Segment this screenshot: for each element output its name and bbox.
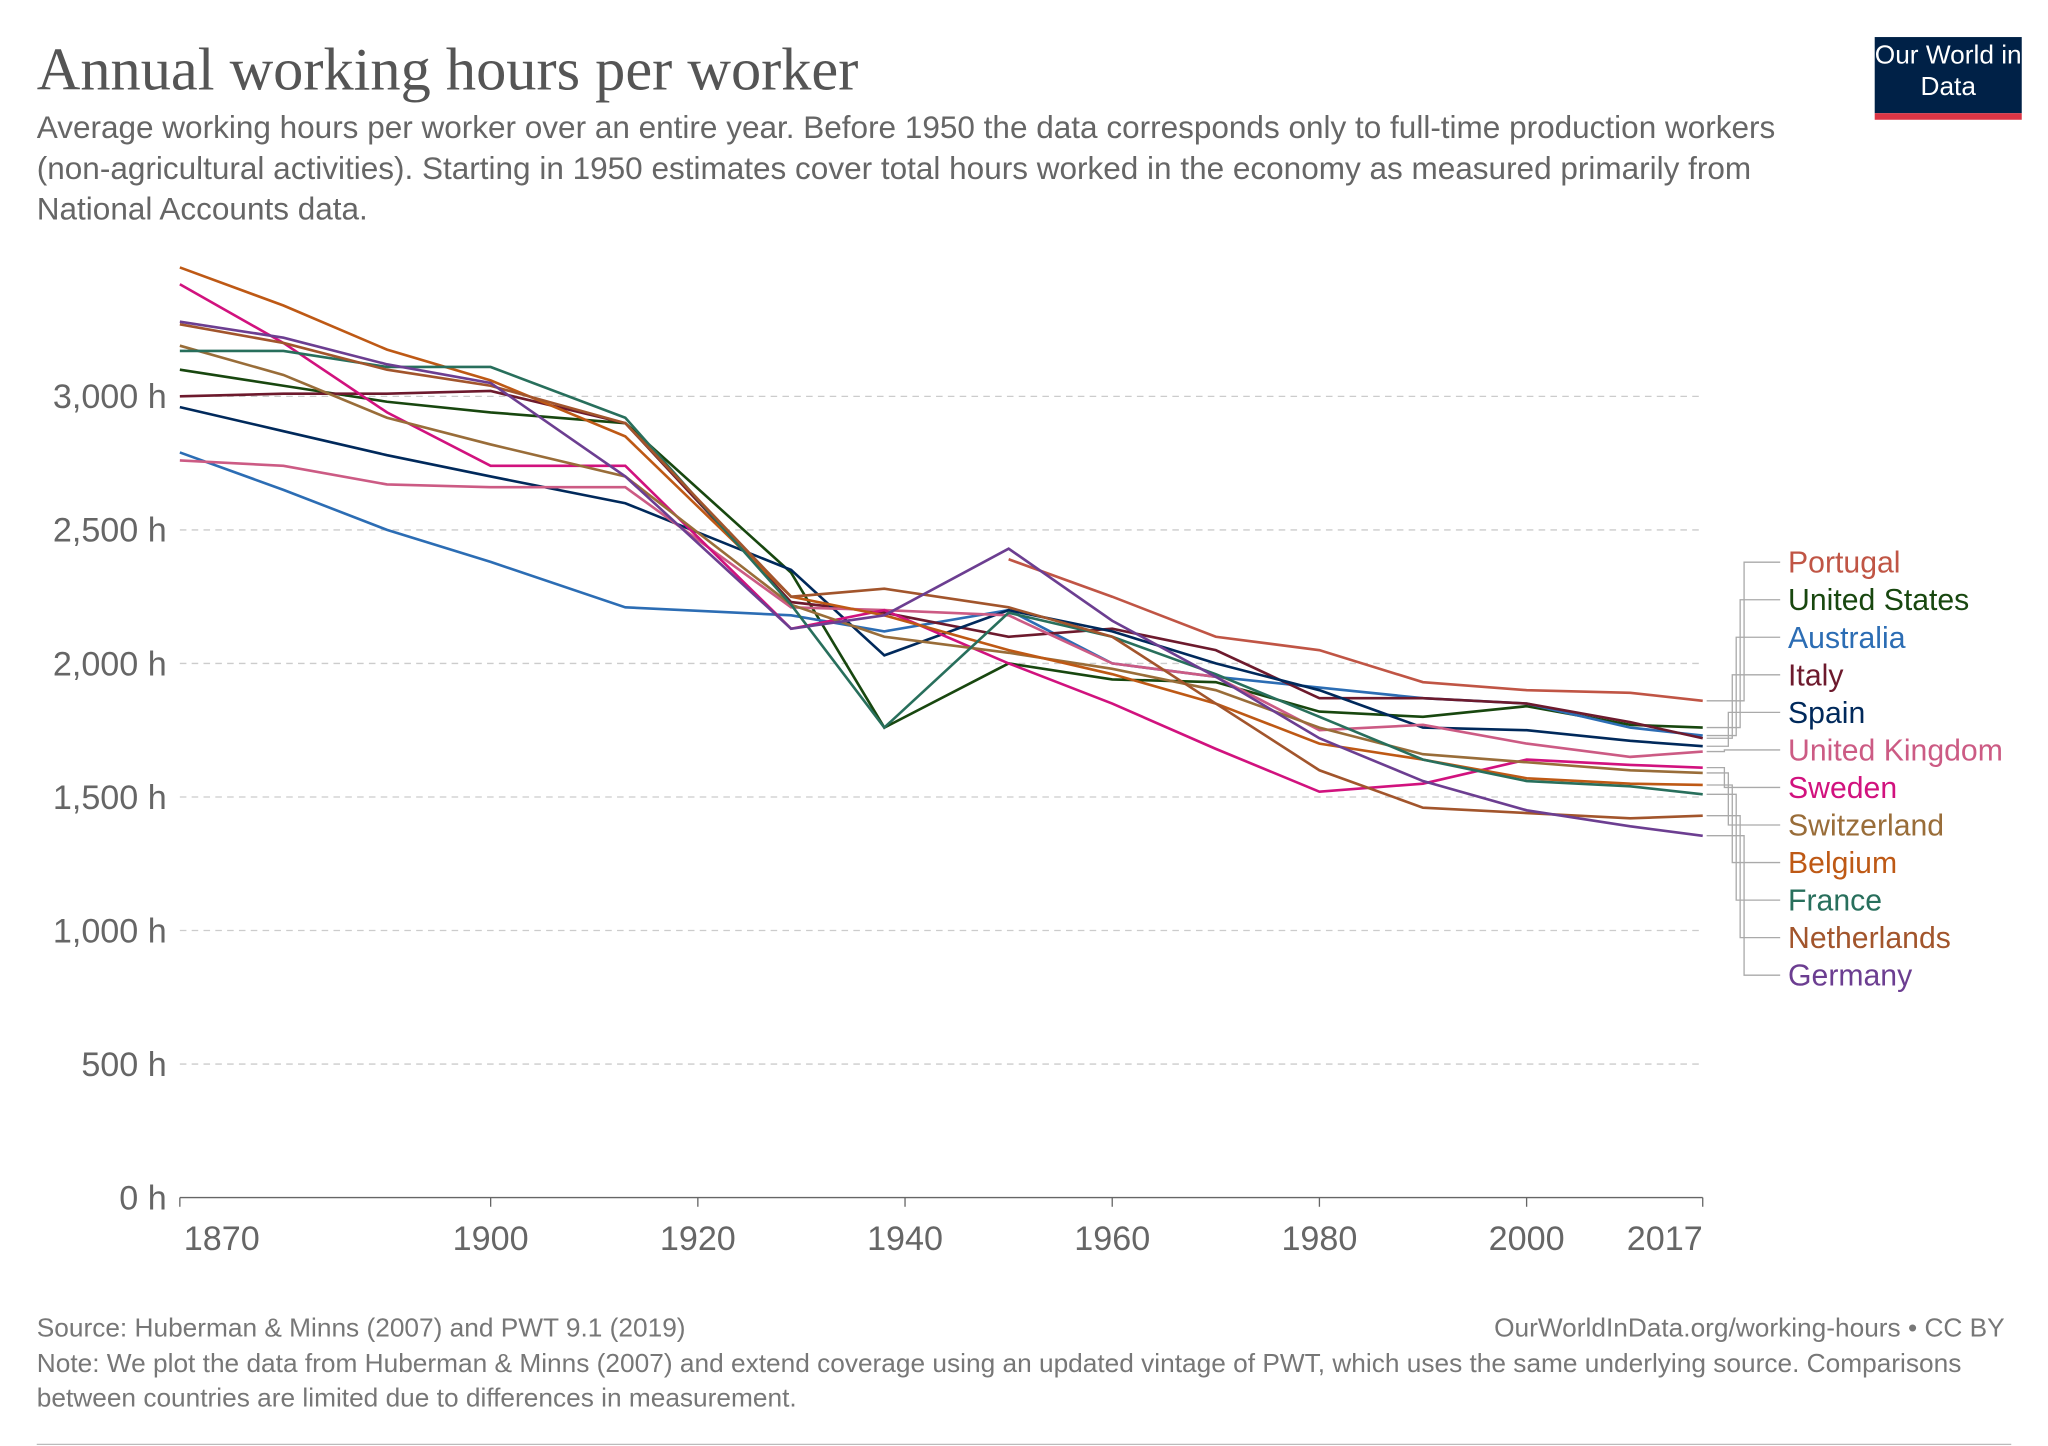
y-tick-label: 2,000 h (53, 645, 167, 683)
legend-connector (1706, 636, 1781, 737)
legend-label: France (1788, 885, 1882, 918)
subtitle-box: Average working hours per worker over an… (36, 110, 1776, 228)
legend-label: Spain (1788, 697, 1865, 730)
legend-label: Portugal (1788, 547, 1900, 580)
series-line (179, 451, 1703, 737)
series-line (179, 349, 1703, 796)
x-tick-label: 1870 (184, 1220, 260, 1258)
legend-connector (1706, 815, 1781, 939)
logo-bar (1874, 113, 2022, 120)
legend-connector (1706, 711, 1781, 747)
y-tick-label: 3,000 h (53, 378, 167, 416)
legend-connector (1706, 835, 1781, 976)
note-box: Note: We plot the data from Huberman & M… (36, 1349, 1962, 1413)
y-tick-label: 2,500 h (53, 512, 167, 550)
legend-connector (1706, 674, 1781, 739)
y-tick-label: 1,500 h (53, 779, 167, 817)
y-tick-label: 0 h (119, 1179, 166, 1217)
legend-connector (1706, 766, 1781, 789)
legend-label: Belgium (1788, 847, 1897, 880)
series-line (179, 344, 1703, 775)
series-line (179, 283, 1703, 793)
chart-title: Annual working hours per worker (37, 37, 859, 104)
series-line (1008, 558, 1703, 703)
legend-connector (1706, 599, 1781, 729)
legend-label: Sweden (1788, 772, 1897, 805)
url: OurWorldInData.org/working-hours • CC BY (1494, 1313, 2005, 1343)
x-tick-label: 1900 (453, 1220, 529, 1258)
y-tick-label: 500 h (81, 1046, 166, 1084)
legend-label: Switzerland (1788, 810, 1944, 843)
x-tick-label: 2017 (1627, 1220, 1703, 1258)
legend-connector (1706, 772, 1781, 826)
series-line (179, 266, 1703, 787)
legend-connector (1706, 561, 1781, 702)
x-tick-label: 1960 (1074, 1220, 1150, 1258)
note: Note: We plot the data from Huberman & M… (36, 1349, 1962, 1413)
legend-label: United States (1788, 584, 1969, 617)
legend-label: Australia (1788, 622, 1906, 655)
legend-connector (1706, 793, 1781, 901)
legend-connector (1706, 784, 1781, 864)
y-tick-label: 1,000 h (53, 912, 167, 950)
series-line (179, 320, 1703, 838)
logo-box (1874, 37, 2022, 114)
logo: Our World in Data (1874, 40, 2022, 102)
legend-label: Germany (1788, 960, 1913, 993)
x-tick-label: 1940 (867, 1220, 943, 1258)
logo-text-box: Our World in Data (1874, 40, 2022, 102)
legend-label: Italy (1788, 659, 1844, 692)
chart-subtitle: Average working hours per worker over an… (36, 110, 1776, 228)
legend-label: United Kingdom (1788, 734, 2003, 767)
x-tick-label: 1920 (660, 1220, 736, 1258)
legend-connector (1706, 749, 1781, 753)
legend-label: Netherlands (1788, 922, 1951, 955)
series-line (179, 405, 1703, 748)
source: Source: Huberman & Minns (2007) and PWT … (37, 1313, 686, 1343)
series-line (179, 323, 1703, 820)
x-tick-label: 2000 (1489, 1220, 1565, 1258)
series-line (179, 389, 1704, 740)
x-tick-label: 1980 (1281, 1220, 1357, 1258)
series-line (179, 459, 1703, 759)
